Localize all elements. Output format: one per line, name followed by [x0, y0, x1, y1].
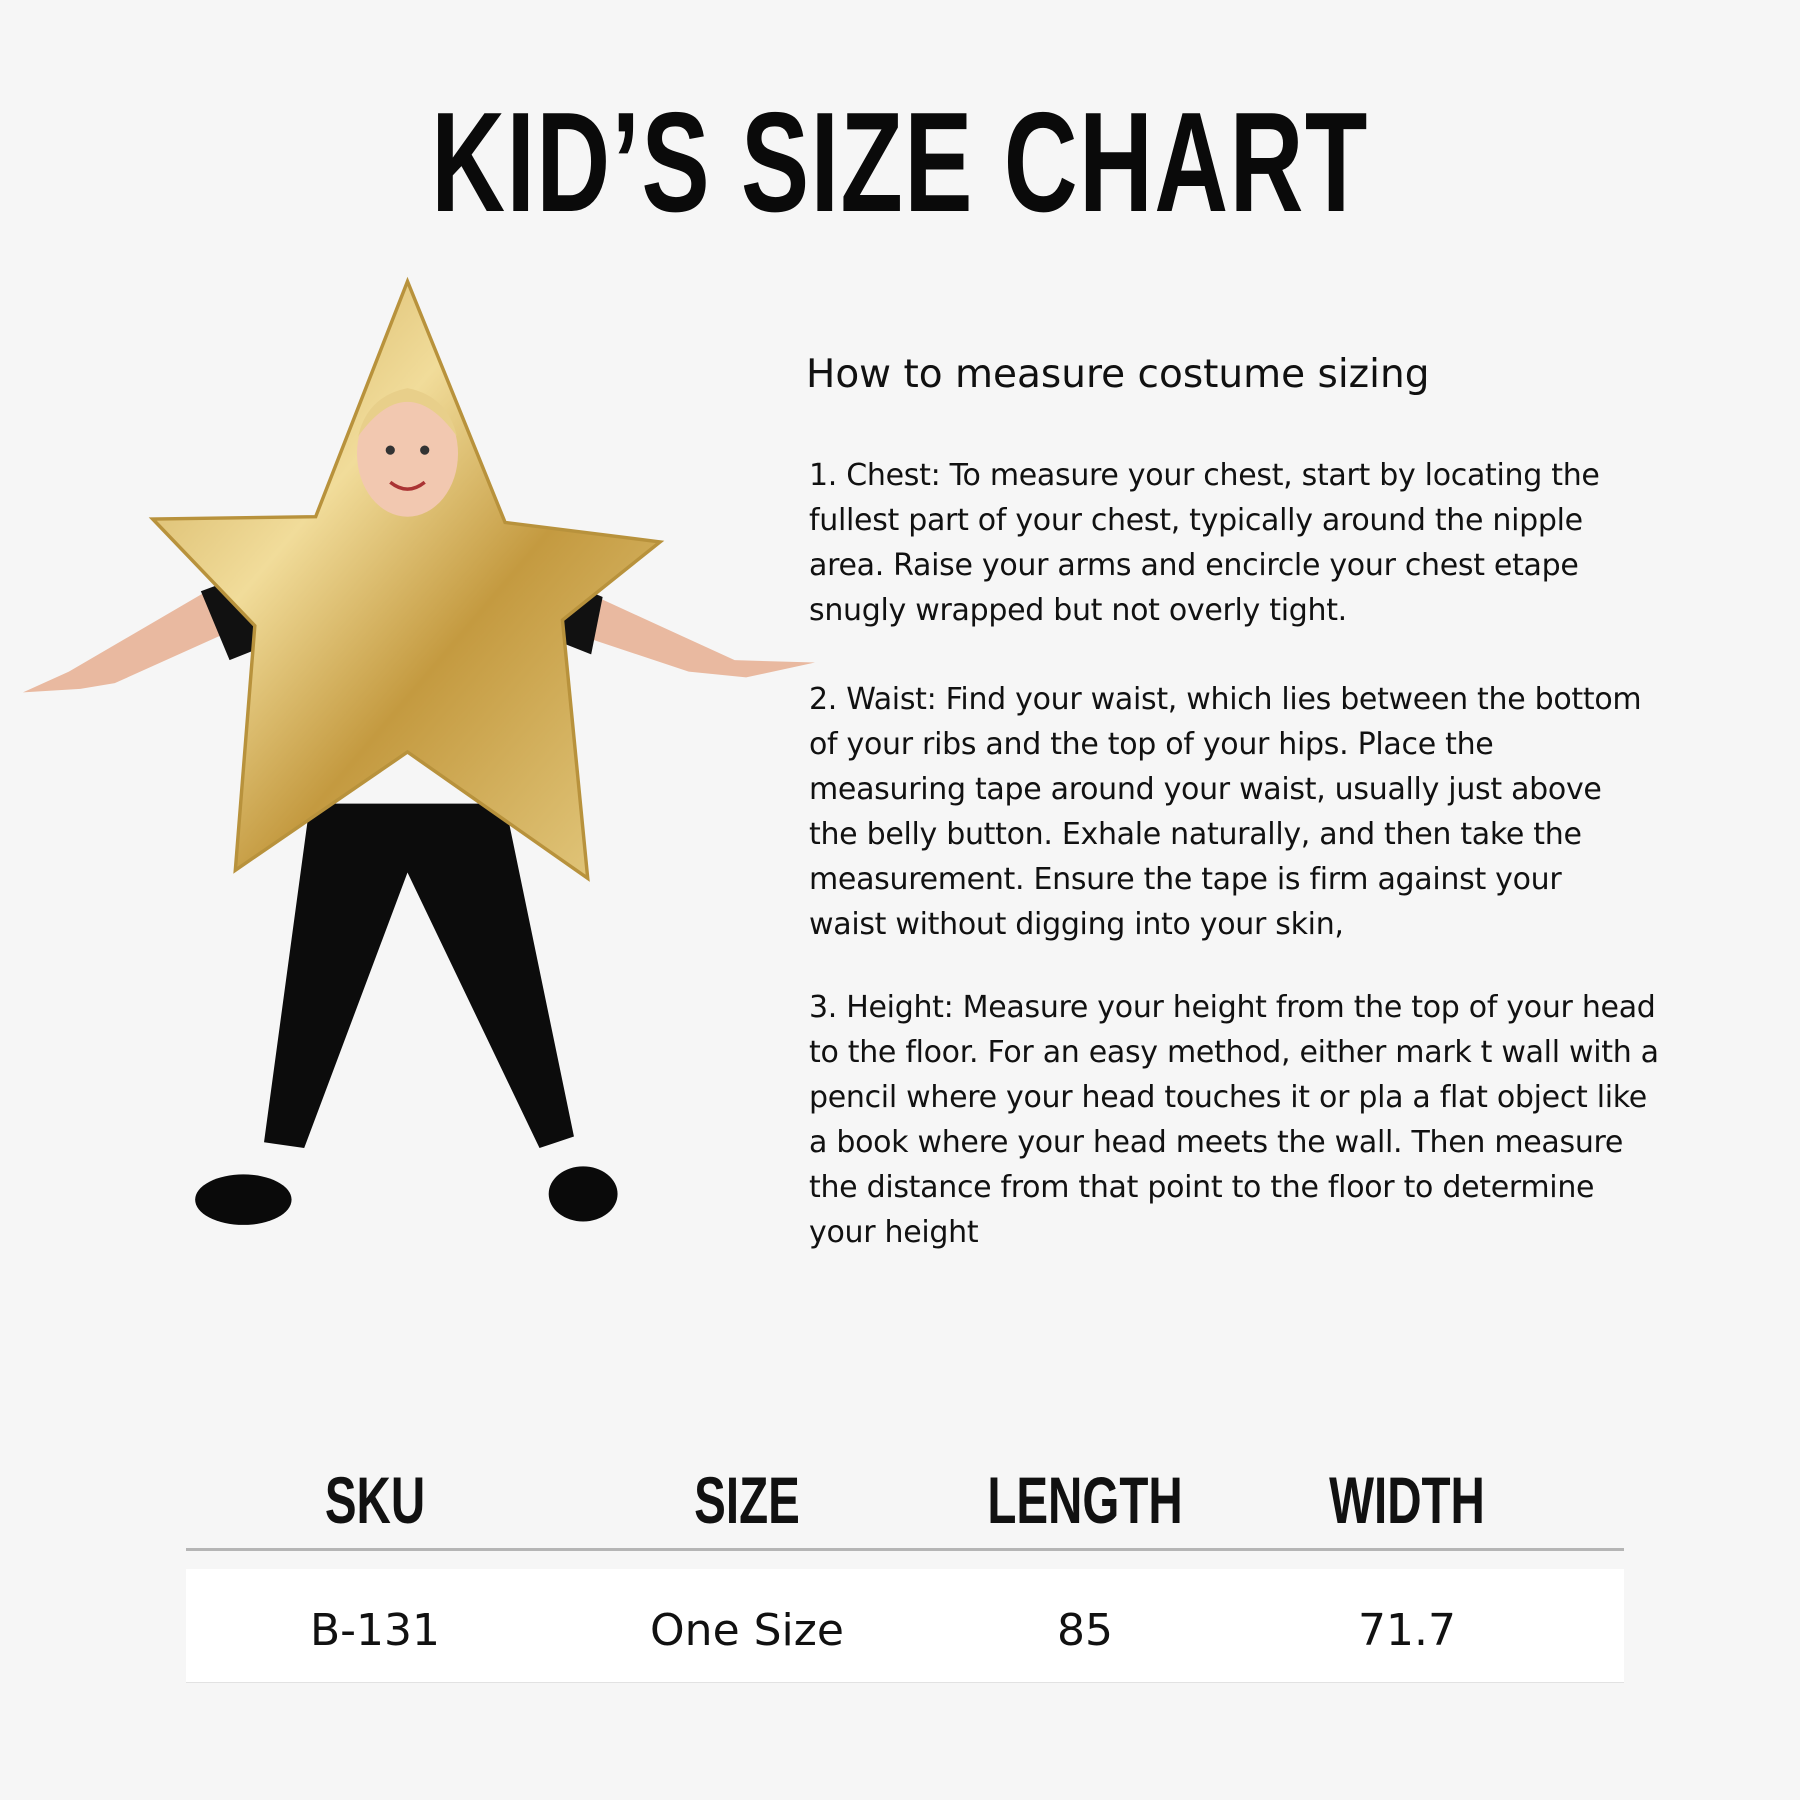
cell-sku: B-131 [309, 1605, 441, 1656]
waist-instructions: 2. Waist: Find your waist, which lies be… [809, 677, 1642, 947]
table-row [186, 1569, 1624, 1683]
cell-width: 71.7 [1358, 1605, 1456, 1656]
text-line: measurement. Ensure the tape is firm aga… [809, 862, 1562, 897]
text-line: 1. Chest: To measure your chest, start b… [809, 458, 1600, 493]
text-line: area. Raise your arms and encircle your … [809, 548, 1579, 583]
chest-instructions: 1. Chest: To measure your chest, start b… [809, 453, 1600, 633]
text-line: 2. Waist: Find your waist, which lies be… [809, 682, 1642, 717]
text-line: snugly wrapped but not overly tight. [809, 593, 1347, 628]
text-line: a book where your head meets the wall. T… [809, 1125, 1624, 1160]
header-sku: SKU [324, 1463, 426, 1537]
text-line: measuring tape around your waist, usuall… [809, 772, 1602, 807]
text-line: pencil where your head touches it or pla… [809, 1080, 1647, 1115]
height-instructions: 3. Height: Measure your height from the … [809, 985, 1659, 1255]
text-line: fullest part of your chest, typically ar… [809, 503, 1583, 538]
child-star-costume-photo [22, 276, 815, 1225]
header-divider [186, 1548, 1624, 1551]
header-size: SIZE [694, 1463, 800, 1537]
text-line: the distance from that point to the floo… [809, 1170, 1595, 1205]
text-line: waist without digging into your skin, [809, 907, 1344, 942]
text-line: to the floor. For an easy method, either… [809, 1035, 1659, 1070]
text-line: the belly button. Exhale naturally, and … [809, 817, 1582, 852]
cell-length: 85 [1057, 1605, 1113, 1656]
header-width: WIDTH [1329, 1463, 1485, 1537]
text-line: your height [809, 1215, 979, 1250]
instructions-heading: How to measure costume sizing [806, 352, 1430, 397]
text-line: 3. Height: Measure your height from the … [809, 990, 1656, 1025]
header-length: LENGTH [987, 1463, 1183, 1537]
cell-size: One Size [650, 1605, 844, 1656]
text-line: of your ribs and the top of your hips. P… [809, 727, 1494, 762]
page-title: KID’S SIZE CHART [431, 83, 1369, 242]
